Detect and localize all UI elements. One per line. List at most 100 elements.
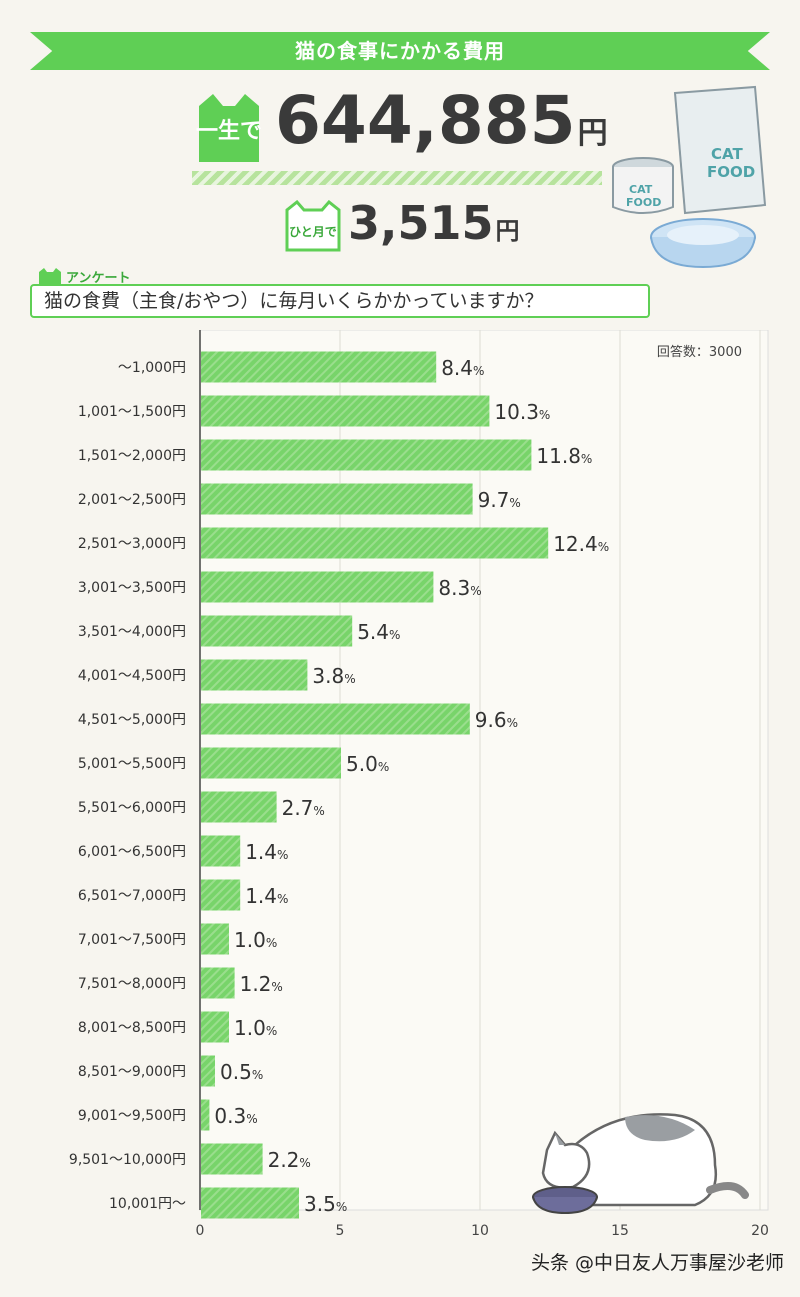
bar-value-label: 8.3% [438,576,481,600]
bar-value-label: 5.4% [357,620,400,644]
bar-value-unit: % [336,1200,347,1214]
cat-head-monthly-icon: ひと月で [285,200,341,252]
cat-food-illustration: CAT FOOD CAT FOOD [612,85,767,269]
bar-chart: 回答数：3000 0 5 10 15 20 ～1,000円 8.4% 1,001～1,500円… [69,330,769,1239]
category-label: ～1,000円 [118,360,186,376]
category-label: 7,001～7,500円 [78,932,186,948]
bar-value-label: 1.2% [240,972,283,996]
cat-tail [706,1182,749,1199]
bar-value-label: 11.8% [536,444,592,468]
bar-value-unit: % [266,936,277,950]
watermark: 头条 @中日友人万事屋沙老师 [530,1252,784,1274]
bar [201,351,437,383]
category-label: 3,001～3,500円 [78,580,186,596]
lifetime-cost: 644,885円 [275,82,608,159]
bar-value-unit: % [313,804,324,818]
bar-value-label: 3.8% [312,664,355,688]
bar-value-unit: % [509,496,520,510]
stripe-divider [192,171,602,185]
bar [201,791,277,823]
monthly-cost-value: 3,515 [348,196,494,250]
bar-value-unit: % [344,672,355,686]
bar-value-unit: % [539,408,550,422]
bar [201,1011,229,1043]
monthly-cost-unit: 円 [495,217,520,245]
category-label: 3,501～4,000円 [78,624,186,640]
bar-value-unit: % [470,584,481,598]
bar-value: 0.5 [220,1060,252,1084]
bar-value-label: 1.4% [245,884,288,908]
bar-value-label: 9.7% [478,488,521,512]
category-label: 6,001～6,500円 [78,844,186,860]
response-count-note: 回答数：3000 [657,344,742,360]
bar [201,527,549,559]
bar [201,659,308,691]
bar-value-label: 1.0% [234,1016,277,1040]
bar [201,835,241,867]
bar-value-unit: % [598,540,609,554]
monthly-cost: 3,515円 [348,196,520,250]
bar [201,967,235,999]
x-tick-label: 0 [196,1223,205,1239]
bar-value-label: 1.0% [234,928,277,952]
survey-question: 猫の食費（主食/おやつ）に毎月いくらかかっていますか？ [30,284,650,318]
bar-value-label: 2.2% [268,1148,311,1172]
bar-value-unit: % [299,1156,310,1170]
bar [201,571,434,603]
x-tick-label: 5 [336,1223,345,1239]
bar-value: 8.4 [441,356,473,380]
bar-value-label: 10.3% [494,400,550,424]
monthly-badge-text: ひと月で [289,225,337,239]
bar-value-unit: % [378,760,389,774]
category-label: 6,501～7,000円 [78,888,186,904]
bar-value-label: 1.4% [245,840,288,864]
cat-head-lifetime-icon: 一生で [196,94,262,162]
category-label: 2,501～3,000円 [78,536,186,552]
bar [201,1055,215,1087]
bar-value-unit: % [507,716,518,730]
bar [201,615,353,647]
cat-head [541,1130,591,1189]
category-label: 2,001～2,500円 [78,492,186,508]
lifetime-cost-unit: 円 [577,116,608,151]
bar-value: 9.6 [475,708,507,732]
bar-value-label: 0.5% [220,1060,263,1084]
category-label: 1,001～1,500円 [78,404,186,420]
category-label: 8,001～8,500円 [78,1020,186,1036]
bar [201,1143,263,1175]
bar-value: 1.4 [245,884,277,908]
survey-label: アンケート [66,271,131,286]
bar [201,483,473,515]
bar-value: 5.4 [357,620,389,644]
bar-value-unit: % [389,628,400,642]
cat-eating-illustration [532,1113,749,1215]
category-label: 7,501～8,000円 [78,976,186,992]
bar-value: 3.5 [304,1192,336,1216]
bar-value: 2.2 [268,1148,300,1172]
food-can [612,167,674,214]
bar-value: 9.7 [478,488,510,512]
bar-value: 1.4 [245,840,277,864]
category-label: 9,501～10,000円 [69,1152,186,1168]
bar-value-unit: % [277,848,288,862]
cat-ears-icon [39,268,61,284]
bar-value: 1.0 [234,1016,266,1040]
category-label: 4,501～5,000円 [78,712,186,728]
x-tick-label: 10 [471,1223,489,1239]
bar-value-unit: % [473,364,484,378]
bar [201,1099,210,1131]
bar-value: 0.3 [214,1104,246,1128]
bag-text-cat: CAT [711,145,743,163]
banner-title: 猫の食事にかかる費用 [295,39,505,63]
bar-value-unit: % [246,1112,257,1126]
bag-text-food: FOOD [707,163,755,181]
bar [201,1187,299,1219]
lifetime-cost-value: 644,885 [275,82,576,159]
category-label: 8,501～9,000円 [78,1064,186,1080]
bar-value-unit: % [266,1024,277,1038]
bar-value: 2.7 [282,796,314,820]
bar [201,395,490,427]
bar-value: 1.0 [234,928,266,952]
title-banner: 猫の食事にかかる費用 [30,32,770,70]
bar-value-label: 8.4% [441,356,484,380]
